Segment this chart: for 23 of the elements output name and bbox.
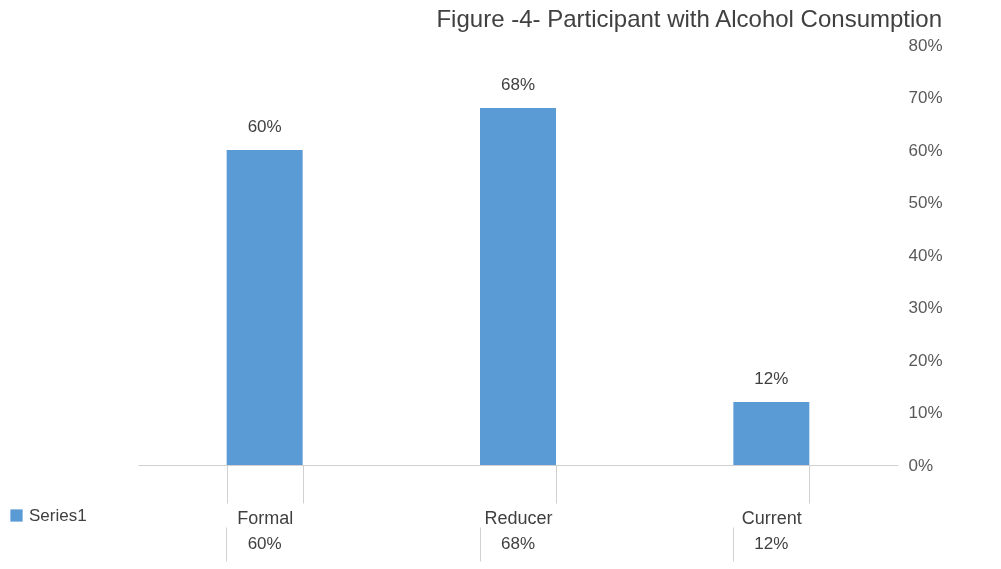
bar	[480, 108, 556, 465]
y-tick-label: 80%	[908, 35, 943, 55]
legend-label: Series1	[29, 505, 87, 525]
text: 68%	[500, 75, 536, 94]
y-tick-label: 0%	[908, 455, 934, 475]
x-tick-label: Current	[741, 507, 802, 528]
x-tick-label: Formal	[237, 507, 294, 528]
y-tick-label: 10%	[908, 403, 943, 422]
bar	[733, 402, 810, 465]
data-label: 60%	[247, 534, 282, 553]
x-tick-label: Reducer	[484, 507, 553, 528]
bar	[226, 150, 303, 465]
y-tick-label: 40%	[908, 245, 943, 265]
y-tick-label: 30%	[908, 298, 943, 317]
data-label: 68%	[500, 534, 536, 553]
y-tick-label: 60%	[908, 140, 943, 160]
chart-title: Figure -4- Participant with Alcohol Consumption	[436, 5, 943, 32]
data-label: 12%	[754, 534, 789, 553]
y-tick-label: 70%	[908, 88, 943, 107]
text: 12%	[754, 369, 789, 388]
y-tick-label: 50%	[908, 193, 943, 212]
text: 60%	[247, 117, 282, 136]
y-tick-label: 20%	[908, 350, 943, 370]
